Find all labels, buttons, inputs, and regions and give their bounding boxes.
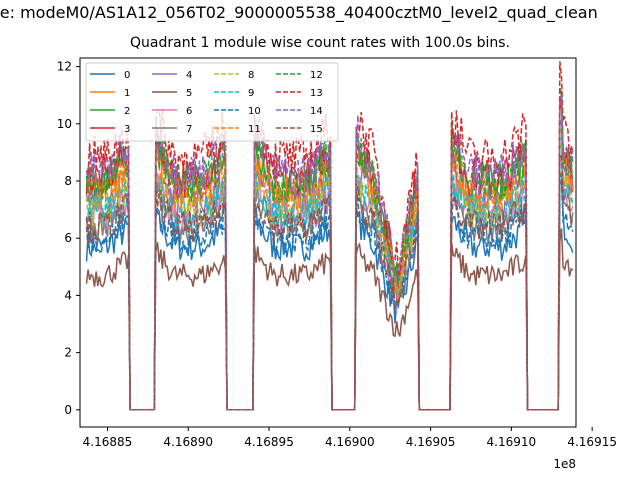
legend-label-2: 2 bbox=[124, 106, 130, 117]
legend-label-14: 14 bbox=[310, 106, 323, 117]
figure-title: n file: modeM0/AS1A12_056T02_9000005538_… bbox=[0, 3, 598, 22]
series-line-0 bbox=[85, 180, 574, 411]
x-tick-label: 4.16905 bbox=[406, 435, 456, 449]
legend-label-8: 8 bbox=[248, 70, 254, 81]
x-tick-label: 4.16885 bbox=[83, 435, 133, 449]
y-tick-label: 10 bbox=[57, 117, 72, 131]
x-tick-label: 4.16890 bbox=[163, 435, 213, 449]
x-offset-label: 1e8 bbox=[553, 457, 576, 471]
x-tick-label: 4.16900 bbox=[325, 435, 375, 449]
series-line-9 bbox=[86, 136, 574, 411]
legend-label-1: 1 bbox=[124, 88, 130, 99]
legend-label-12: 12 bbox=[310, 70, 323, 81]
series-line-10 bbox=[85, 174, 574, 411]
y-tick-label: 12 bbox=[57, 60, 72, 74]
legend-label-9: 9 bbox=[248, 88, 254, 99]
axes-frame bbox=[79, 57, 577, 428]
y-tick-label: 6 bbox=[64, 231, 72, 245]
x-tick-label: 4.16915 bbox=[567, 435, 617, 449]
series-line-8 bbox=[85, 142, 574, 411]
chart-title: Quadrant 1 module wise count rates with … bbox=[130, 35, 510, 51]
series-line-11 bbox=[85, 105, 574, 411]
legend-frame bbox=[85, 62, 339, 142]
legend-label-15: 15 bbox=[310, 124, 323, 135]
legend-label-5: 5 bbox=[186, 88, 192, 99]
series-line-5 bbox=[85, 228, 574, 411]
legend-label-0: 0 bbox=[124, 70, 130, 81]
legend-label-4: 4 bbox=[186, 70, 192, 81]
legend-label-3: 3 bbox=[124, 124, 130, 135]
legend-label-13: 13 bbox=[310, 88, 323, 99]
y-tick-label: 2 bbox=[64, 346, 72, 360]
y-tick-label: 0 bbox=[64, 403, 72, 417]
series-line-14 bbox=[85, 92, 574, 411]
legend-label-10: 10 bbox=[248, 106, 261, 117]
y-tick-label: 8 bbox=[64, 174, 72, 188]
legend-label-6: 6 bbox=[186, 106, 192, 117]
series-line-12 bbox=[85, 87, 574, 411]
y-tick-label: 4 bbox=[64, 288, 72, 302]
x-tick-label: 4.16895 bbox=[244, 435, 294, 449]
series-line-15 bbox=[85, 153, 574, 411]
y-axis: 0 2 4 6 8 10 12 bbox=[57, 60, 80, 417]
legend-label-7: 7 bbox=[186, 124, 192, 135]
x-axis: 4.16885 4.16890 4.16895 4.16900 4.16905 4.169… bbox=[83, 427, 617, 449]
legend-label-11: 11 bbox=[248, 124, 261, 135]
x-tick-label: 4.16910 bbox=[487, 435, 537, 449]
series-layer bbox=[85, 61, 574, 411]
